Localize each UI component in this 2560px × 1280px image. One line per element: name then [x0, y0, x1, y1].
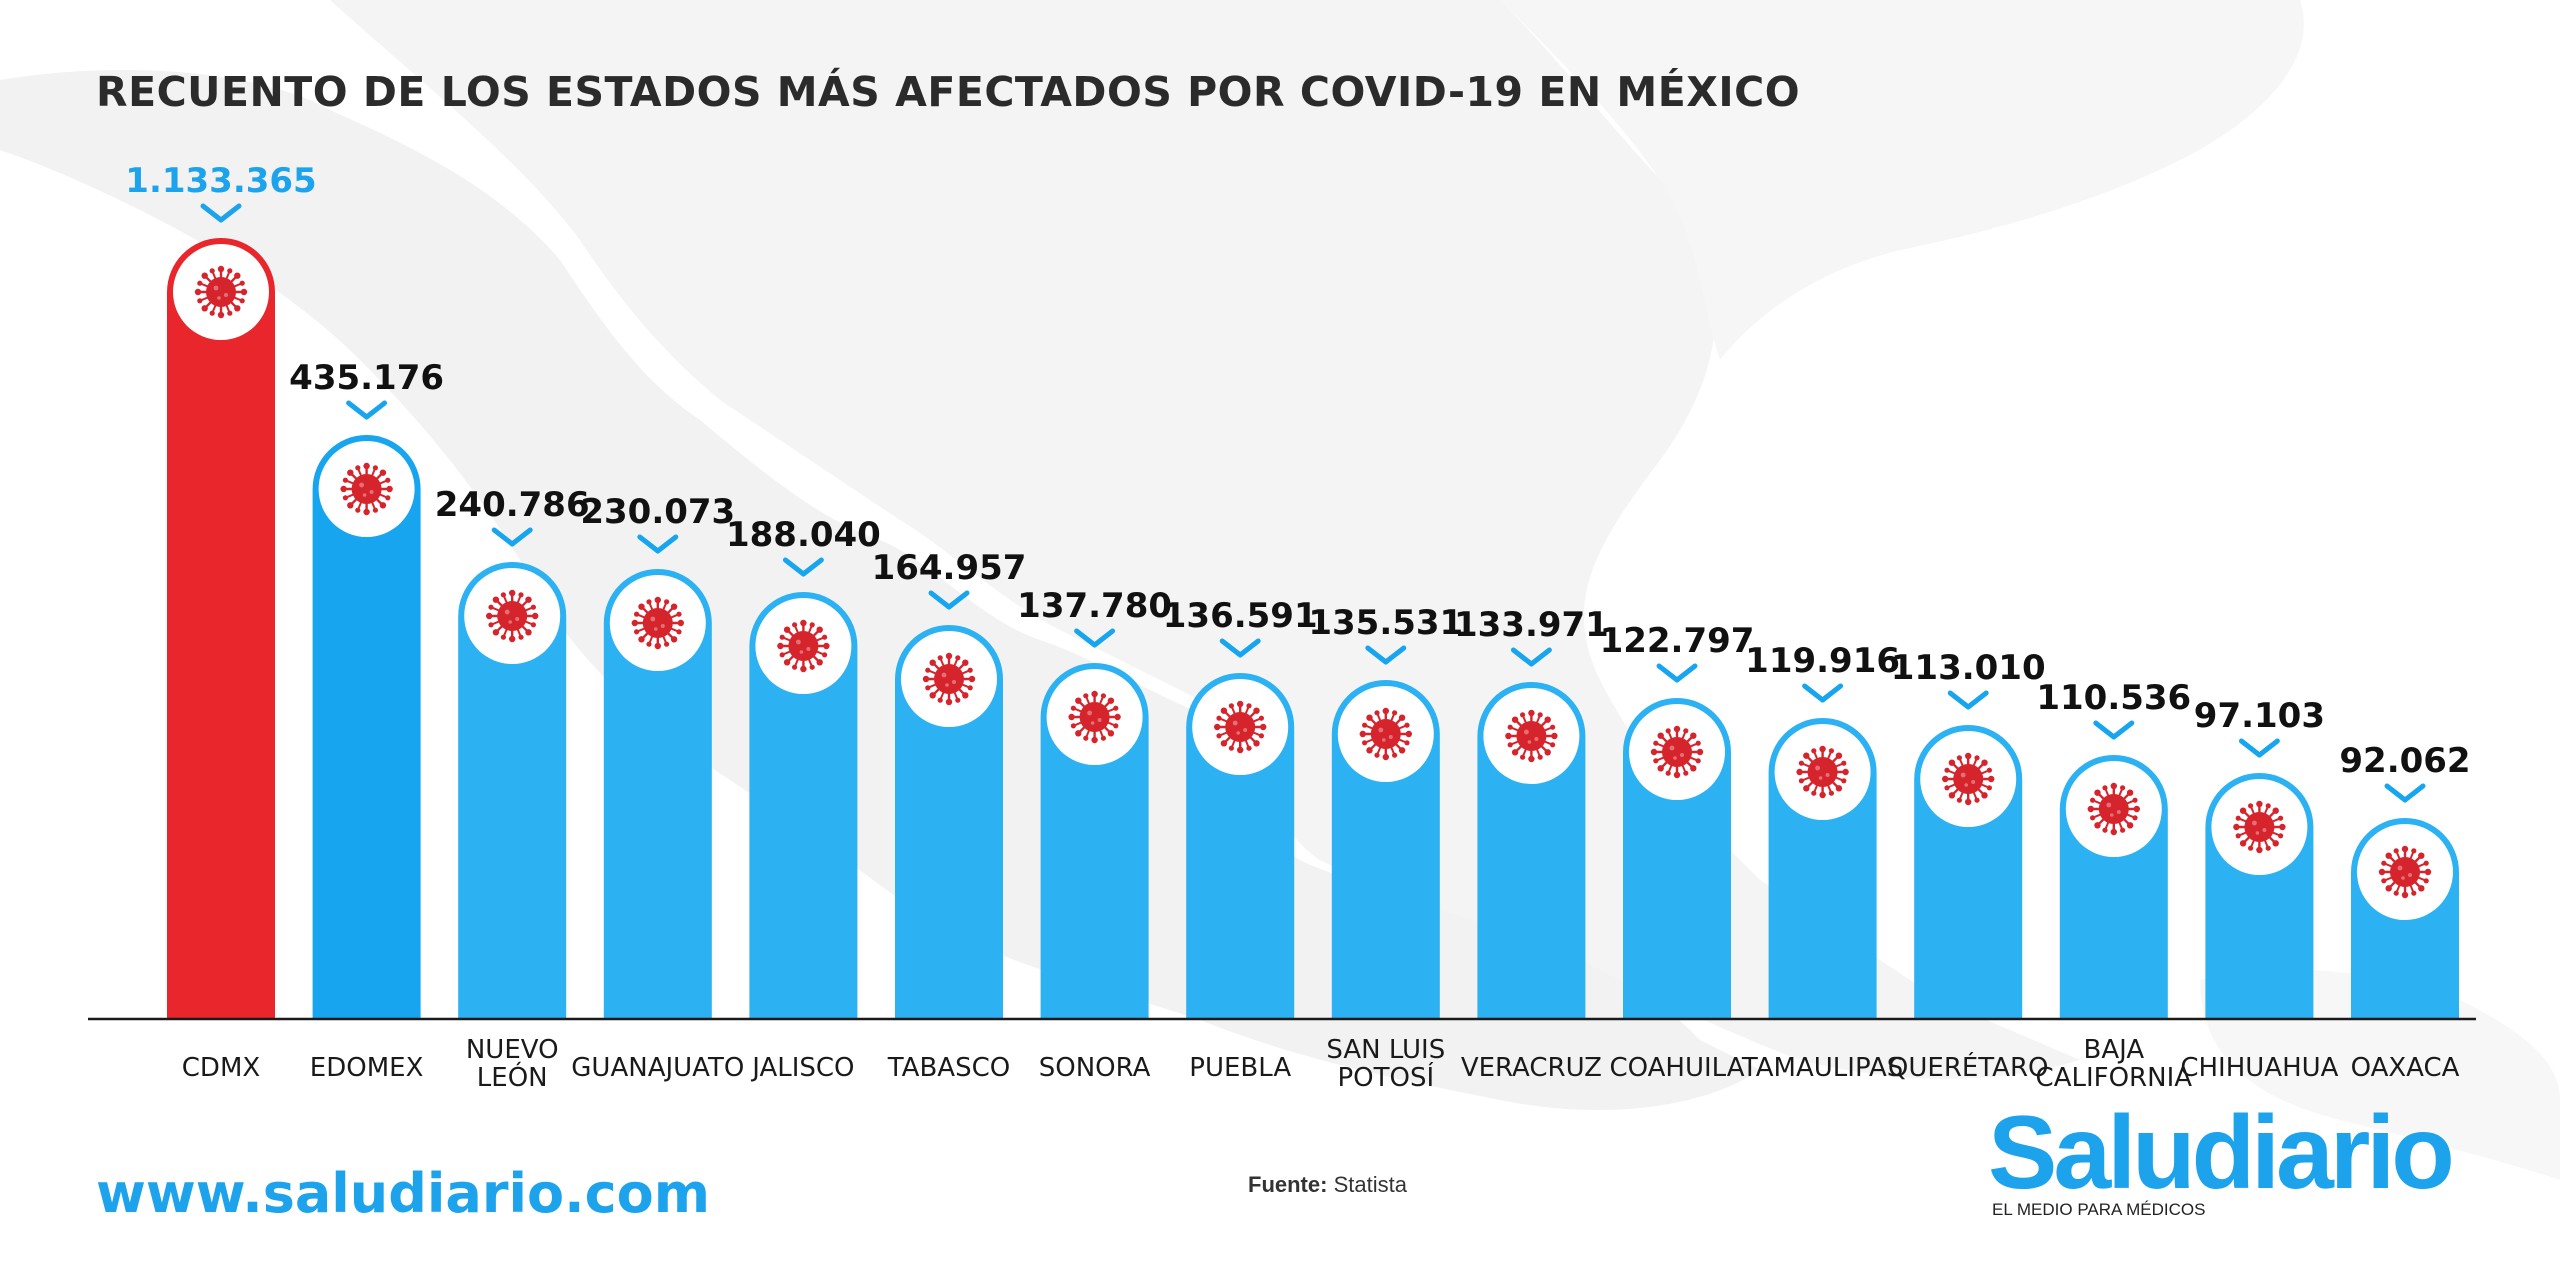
bar-group: 92.062 — [2339, 741, 2471, 1018]
value-label: 92.062 — [2339, 741, 2470, 781]
value-chevron — [1656, 663, 1698, 683]
value-label: 135.531 — [1308, 603, 1463, 643]
bar — [603, 569, 712, 1018]
virus-icon — [193, 264, 249, 320]
virus-icon — [2377, 844, 2433, 900]
value-label: 110.536 — [2036, 678, 2191, 718]
value-chevron — [2384, 783, 2426, 803]
category-label: TABASCO — [887, 1053, 1010, 1083]
value-chevron — [2238, 738, 2280, 758]
value-chevron — [1365, 645, 1407, 665]
virus-icon — [630, 595, 686, 651]
chart-title: RECUENTO DE LOS ESTADOS MÁS AFECTADOS PO… — [96, 68, 1801, 116]
bar — [895, 625, 1003, 1018]
source-value: Statista — [1333, 1172, 1407, 1197]
virus-icon — [339, 461, 395, 517]
bars-layer: 1.133.365 435.176 240.786230.073188.040164… — [125, 161, 2471, 1018]
category-label: COAHUILA — [1609, 1053, 1744, 1083]
category-label: BAJA CALIFORNIA — [2036, 1035, 2193, 1093]
source-label: Fuente: — [1248, 1172, 1328, 1197]
bar-group: 113.010 — [1891, 648, 2046, 1018]
value-label: 136.591 — [1163, 596, 1318, 636]
bar-group: 135.531 — [1308, 603, 1463, 1018]
bar-group: 110.536 — [2036, 678, 2191, 1018]
value-label: 133.971 — [1454, 605, 1609, 645]
virus-icon — [776, 618, 831, 674]
value-chevron — [200, 203, 242, 223]
bar — [749, 592, 858, 1018]
category-labels: CDMX EDOMEX NUEVO LEÓN GUANAJUATO JALISCO TABA… — [182, 1035, 2460, 1093]
category-label: VERACRUZ — [1461, 1053, 1602, 1083]
virus-icon — [1212, 699, 1268, 755]
value-label: 119.916 — [1745, 641, 1900, 681]
virus-icon — [484, 588, 540, 644]
virus-icon — [1067, 689, 1122, 745]
website-url[interactable]: www.saludiario.com — [96, 1162, 710, 1225]
bar-group: 137.780 — [1017, 586, 1172, 1018]
value-chevron — [1802, 683, 1844, 703]
bar-group: 97.103 — [2194, 696, 2325, 1018]
bar — [458, 562, 567, 1018]
bar-group: 188.040 — [726, 515, 881, 1018]
virus-icon — [1795, 744, 1850, 800]
value-label: 188.040 — [726, 515, 881, 555]
bar — [312, 435, 421, 1018]
virus-icon — [1358, 706, 1414, 762]
bar-group: 122.797 — [1600, 621, 1755, 1018]
category-label: SONORA — [1039, 1053, 1151, 1083]
value-label: 137.780 — [1017, 586, 1172, 626]
value-chevron — [346, 400, 388, 420]
bar-group: 435.176 — [289, 358, 444, 1018]
bar-group: 133.971 — [1454, 605, 1609, 1018]
category-label: EDOMEX — [310, 1053, 424, 1083]
category-label: QUERÉTARO — [1888, 1051, 2049, 1083]
category-label: CHIHUAHUA — [2180, 1053, 2338, 1083]
category-label: GUANAJUATO — [571, 1053, 744, 1083]
bar-group: 1.133.365 — [125, 161, 317, 1018]
bar-group: 136.591 — [1163, 596, 1318, 1018]
saludiario-logo: Saludiario EL MEDIO PARA MÉDICOS — [1988, 1095, 2478, 1226]
virus-icon — [2086, 781, 2142, 837]
value-label: 435.176 — [289, 358, 444, 398]
bar — [167, 238, 275, 1018]
logo-name: Saludiario — [1988, 1095, 2455, 1211]
value-chevron — [1074, 628, 1116, 648]
value-chevron — [1219, 638, 1261, 658]
logo-tagline: EL MEDIO PARA MÉDICOS — [1992, 1200, 2206, 1219]
value-label: 230.073 — [580, 492, 735, 532]
value-label: 1.133.365 — [125, 161, 316, 201]
value-chevron — [782, 557, 824, 577]
virus-icon — [1649, 724, 1705, 780]
virus-icon — [1504, 708, 1559, 764]
virus-icon — [2231, 799, 2287, 855]
virus-icon — [1940, 751, 1996, 807]
virus-icon — [921, 651, 977, 707]
value-chevron — [637, 534, 679, 554]
value-label: 240.786 — [435, 485, 590, 525]
bar-group: 240.786 — [435, 485, 590, 1018]
category-label: SAN LUIS POTOSÍ — [1326, 1035, 1445, 1093]
category-label: PUEBLA — [1189, 1053, 1291, 1083]
value-chevron — [2093, 720, 2135, 740]
category-label: OAXACA — [2351, 1053, 2460, 1083]
value-label: 97.103 — [2194, 696, 2325, 736]
value-label: 164.957 — [872, 548, 1027, 588]
value-chevron — [928, 590, 970, 610]
category-label: CDMX — [182, 1053, 260, 1083]
category-label: TAMAULIPAS — [1741, 1053, 1903, 1083]
value-chevron — [491, 527, 533, 547]
value-label: 122.797 — [1600, 621, 1755, 661]
bar-group: 119.916 — [1745, 641, 1900, 1018]
source-note: Fuente: Statista — [1248, 1172, 1407, 1198]
value-label: 113.010 — [1891, 648, 2046, 688]
category-label: NUEVO LEÓN — [466, 1035, 559, 1093]
value-chevron — [1510, 647, 1552, 667]
bar-group: 164.957 — [872, 548, 1027, 1018]
category-label: JALISCO — [750, 1053, 854, 1083]
value-chevron — [1947, 690, 1989, 710]
bar-group: 230.073 — [580, 492, 735, 1018]
